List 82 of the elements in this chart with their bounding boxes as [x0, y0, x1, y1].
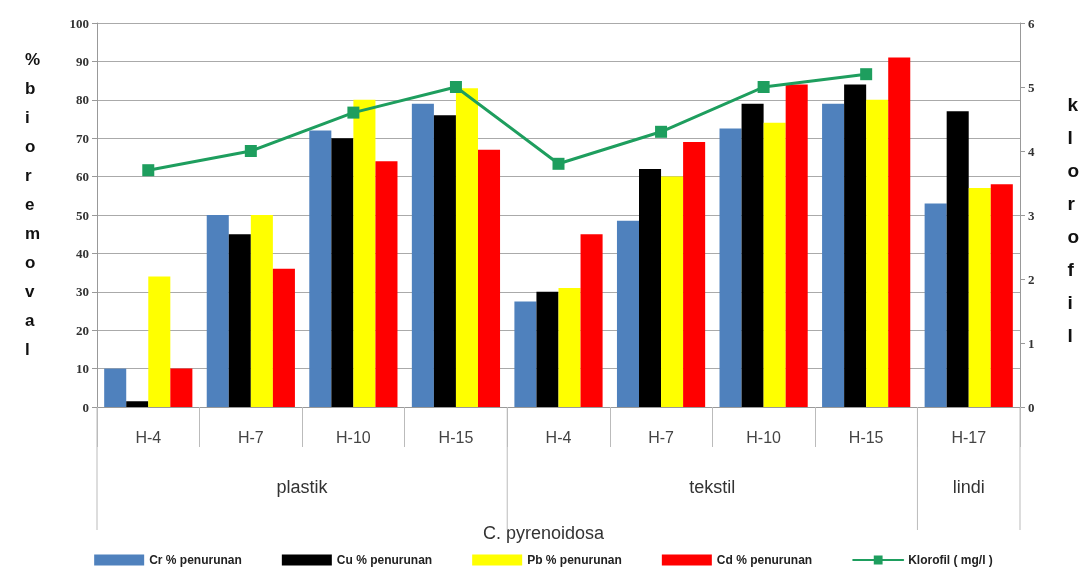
- y2-tick-label: 6: [1028, 15, 1035, 31]
- bar: [148, 276, 171, 407]
- x-tick-label: H-10: [336, 428, 371, 446]
- y-tick-label: 30: [76, 284, 89, 300]
- y-tick-label: 90: [76, 53, 89, 69]
- x-tick-label: H-7: [648, 428, 675, 446]
- bar: [411, 103, 434, 407]
- bar: [822, 103, 845, 407]
- bar: [375, 161, 398, 407]
- point: [655, 125, 668, 138]
- bar: [272, 268, 295, 407]
- x-tick-label: H-10: [746, 428, 782, 446]
- bar: [206, 215, 229, 407]
- y-tick-label: 10: [76, 361, 89, 377]
- bar: [309, 130, 332, 407]
- y-tick-label: 80: [76, 92, 89, 108]
- y2-tick-label: 2: [1028, 271, 1035, 287]
- bar: [126, 401, 149, 407]
- point: [757, 81, 770, 93]
- bar: [866, 99, 889, 407]
- legend-label: Klorofil ( mg/l ): [908, 553, 993, 567]
- bar: [946, 111, 969, 407]
- bar: [763, 122, 786, 407]
- point: [347, 106, 360, 119]
- y2-tick-label: 1: [1028, 335, 1035, 351]
- bar: [558, 287, 581, 407]
- bar: [990, 184, 1013, 407]
- y2-tick-label: 4: [1028, 143, 1035, 159]
- point: [142, 164, 155, 177]
- legend-label: Cd % penurunan: [716, 553, 813, 567]
- x-tick-label: H-4: [545, 428, 572, 446]
- legend-label: Cr % penurunan: [149, 553, 242, 567]
- point: [449, 81, 462, 93]
- text: plastik: [276, 477, 329, 497]
- bar: [785, 84, 808, 407]
- x-tick-label: H-7: [237, 428, 264, 446]
- y-tick-label: 20: [76, 322, 89, 338]
- x-tick-label: H-17: [951, 428, 987, 446]
- y-tick-label: 100: [69, 15, 89, 31]
- legend-label: Pb % penurunan: [527, 553, 622, 567]
- x-tick-label: H-15: [848, 428, 884, 446]
- y-tick-label: 40: [76, 245, 89, 261]
- bar: [580, 234, 603, 407]
- point: [552, 157, 565, 170]
- bar: [683, 142, 706, 407]
- bar: [455, 88, 478, 407]
- point: [244, 145, 257, 157]
- legend-label: Cu % penurunan: [336, 553, 433, 567]
- bar: [250, 215, 273, 407]
- y2-tick-label: 3: [1028, 207, 1035, 223]
- bar: [639, 168, 662, 407]
- bar: [536, 291, 559, 407]
- x-axis-title: C. pyrenoidosa: [482, 523, 606, 543]
- bar: [433, 115, 456, 407]
- bar: [661, 176, 684, 407]
- y-tick-label: 0: [82, 399, 89, 415]
- bar: [331, 138, 354, 407]
- x-tick-label: H-4: [135, 428, 162, 446]
- bar: [353, 99, 376, 407]
- bar: [924, 203, 947, 407]
- bar: [844, 84, 867, 407]
- bar: [477, 149, 501, 407]
- y2-axis-title: klorofil: [1067, 94, 1079, 346]
- y-tick-label: 50: [76, 207, 89, 223]
- bar: [514, 301, 537, 407]
- bar: [888, 57, 911, 407]
- point: [860, 68, 873, 81]
- bar: [719, 128, 742, 407]
- bar: [228, 234, 251, 407]
- bar: [616, 220, 640, 407]
- text: lindi: [952, 477, 985, 497]
- bar: [170, 368, 193, 407]
- y2-tick-label: 0: [1028, 399, 1035, 415]
- y-tick-label: 60: [76, 169, 89, 185]
- bar: [104, 368, 127, 407]
- bar: [968, 188, 991, 407]
- bar: [741, 103, 764, 407]
- y2-tick-label: 5: [1028, 79, 1035, 95]
- y-tick-label: 70: [76, 130, 89, 146]
- text: tekstil: [689, 477, 736, 497]
- text: % bioremoval: [25, 50, 41, 359]
- x-tick-label: H-15: [438, 428, 474, 446]
